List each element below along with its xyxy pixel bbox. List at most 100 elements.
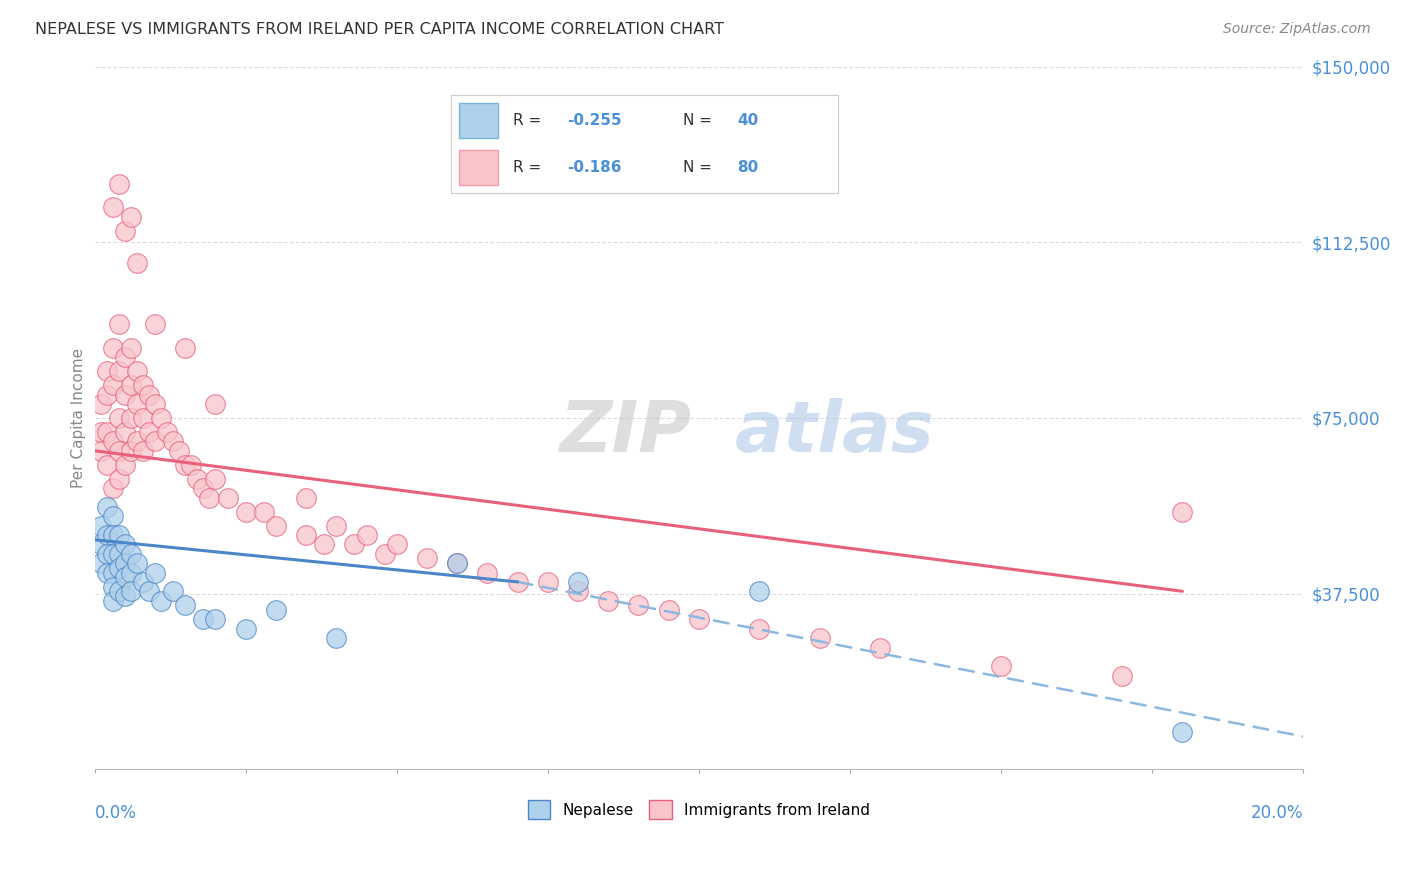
Point xyxy=(193,481,215,495)
Point xyxy=(96,387,118,401)
Point xyxy=(96,458,118,472)
Point xyxy=(477,566,499,580)
Point xyxy=(264,518,287,533)
Point xyxy=(125,397,148,411)
Point xyxy=(162,434,184,449)
Point xyxy=(125,556,148,570)
Point xyxy=(264,603,287,617)
Point xyxy=(598,593,620,607)
Point xyxy=(114,425,136,439)
Point xyxy=(107,584,129,599)
Point xyxy=(143,318,166,332)
Point xyxy=(688,612,710,626)
Text: 20.0%: 20.0% xyxy=(1251,805,1303,822)
Point xyxy=(325,631,347,645)
Point xyxy=(174,599,197,613)
Point xyxy=(114,556,136,570)
Point xyxy=(198,491,221,505)
Point xyxy=(120,210,142,224)
Point xyxy=(101,566,124,580)
Point xyxy=(180,458,202,472)
Point xyxy=(96,425,118,439)
Point xyxy=(138,425,160,439)
Point xyxy=(567,574,589,589)
Point xyxy=(314,537,336,551)
Point xyxy=(107,318,129,332)
Point xyxy=(96,500,118,514)
Point xyxy=(132,411,155,425)
Text: ZIP: ZIP xyxy=(560,398,692,467)
Point xyxy=(114,458,136,472)
Point xyxy=(114,387,136,401)
Point xyxy=(446,556,468,570)
Point xyxy=(96,528,118,542)
Point xyxy=(1171,505,1194,519)
Point xyxy=(107,528,129,542)
Point xyxy=(193,612,215,626)
Text: atlas: atlas xyxy=(735,398,935,467)
Point xyxy=(1111,668,1133,682)
Point xyxy=(96,566,118,580)
Y-axis label: Per Capita Income: Per Capita Income xyxy=(72,348,86,488)
Point xyxy=(150,411,173,425)
Point xyxy=(101,580,124,594)
Point xyxy=(120,584,142,599)
Point xyxy=(90,425,112,439)
Point xyxy=(217,491,239,505)
Point xyxy=(138,387,160,401)
Point xyxy=(990,659,1012,673)
Point xyxy=(125,256,148,270)
Point xyxy=(101,378,124,392)
Point xyxy=(107,472,129,486)
Point xyxy=(748,622,770,636)
Point xyxy=(132,574,155,589)
Point xyxy=(101,528,124,542)
Point xyxy=(374,547,396,561)
Text: 0.0%: 0.0% xyxy=(94,805,136,822)
Point xyxy=(174,458,197,472)
Point xyxy=(808,631,831,645)
Point xyxy=(143,397,166,411)
Point xyxy=(295,491,318,505)
Point xyxy=(174,341,197,355)
Point xyxy=(120,443,142,458)
Point xyxy=(114,223,136,237)
Point xyxy=(114,589,136,603)
Point xyxy=(150,593,173,607)
Point xyxy=(101,341,124,355)
Point xyxy=(101,200,124,214)
Point xyxy=(537,574,560,589)
Point xyxy=(132,378,155,392)
Point xyxy=(343,537,366,551)
Point xyxy=(107,547,129,561)
Text: Source: ZipAtlas.com: Source: ZipAtlas.com xyxy=(1223,22,1371,37)
Point xyxy=(143,566,166,580)
Point xyxy=(101,509,124,524)
Point xyxy=(295,528,318,542)
Point xyxy=(114,350,136,364)
Point xyxy=(204,612,226,626)
Point xyxy=(125,364,148,378)
Point xyxy=(186,472,208,486)
Point xyxy=(90,556,112,570)
Point xyxy=(356,528,378,542)
Point xyxy=(107,177,129,191)
Point xyxy=(90,518,112,533)
Point xyxy=(90,443,112,458)
Point xyxy=(101,434,124,449)
Legend: Nepalese, Immigrants from Ireland: Nepalese, Immigrants from Ireland xyxy=(522,794,876,825)
Point xyxy=(120,341,142,355)
Point xyxy=(120,566,142,580)
Point xyxy=(101,481,124,495)
Point xyxy=(446,556,468,570)
Point xyxy=(204,472,226,486)
Point xyxy=(96,547,118,561)
Point xyxy=(120,411,142,425)
Point xyxy=(90,397,112,411)
Point xyxy=(101,547,124,561)
Point xyxy=(235,505,257,519)
Point xyxy=(101,593,124,607)
Point xyxy=(567,584,589,599)
Point xyxy=(107,561,129,575)
Point xyxy=(138,584,160,599)
